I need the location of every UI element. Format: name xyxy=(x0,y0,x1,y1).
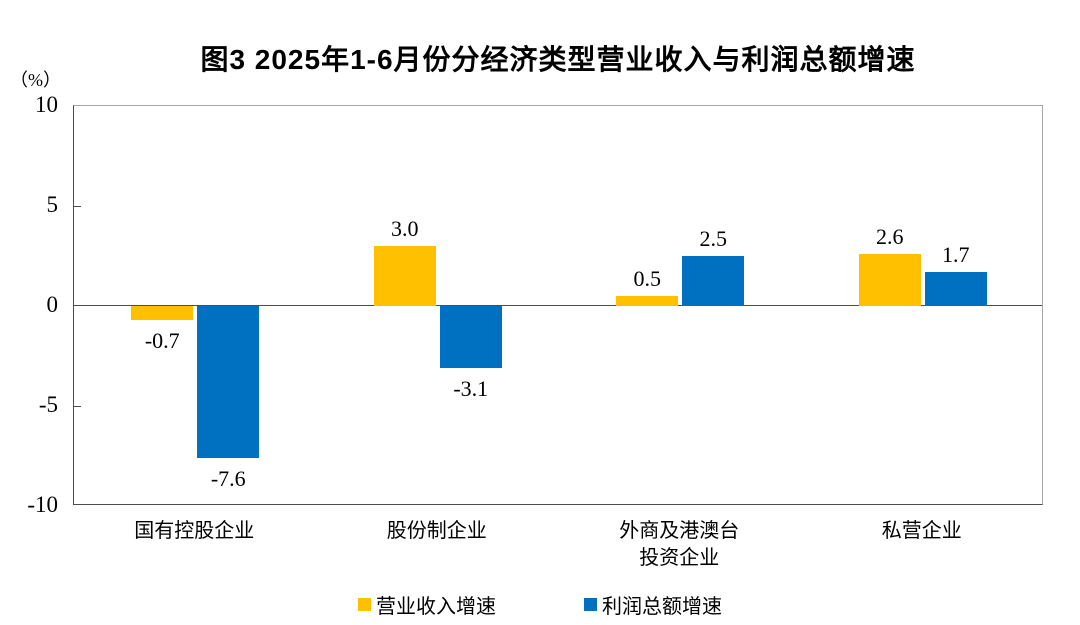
legend-swatch-icon xyxy=(358,598,371,611)
data-label: 3.0 xyxy=(391,216,419,241)
y-axis-tick-mark xyxy=(74,206,81,207)
legend-swatch-icon xyxy=(584,598,597,611)
data-label: 1.7 xyxy=(942,242,970,267)
data-label: 0.5 xyxy=(633,266,662,291)
legend-label: 营业收入增速 xyxy=(376,596,496,618)
data-label: 2.5 xyxy=(699,226,728,251)
y-axis-tick-label: -10 xyxy=(27,492,58,517)
y-axis-tick-label: 10 xyxy=(35,92,58,117)
y-axis-tick-label: -5 xyxy=(38,392,58,417)
data-label: -7.6 xyxy=(210,466,246,491)
y-axis-tick-label: 0 xyxy=(46,292,59,317)
bar-利润总额增速-外商及港澳台 xyxy=(682,256,745,306)
y-axis-tick-label: 5 xyxy=(46,192,59,217)
legend-label: 利润总额增速 xyxy=(602,596,722,618)
bar-营业收入增速-股份制企业 xyxy=(373,246,436,306)
bar-利润总额增速-股份制企业 xyxy=(439,306,502,368)
bar-营业收入增速-外商及港澳台 xyxy=(616,296,679,306)
chart-legend: 营业收入增速 利润总额增速 xyxy=(0,590,1080,619)
bar-营业收入增速-私营企业 xyxy=(858,254,921,306)
x-axis-category-label: 外商及港澳台 投资企业 xyxy=(619,520,740,569)
chart-title: 图3 2025年1-6月份分经济类型营业收入与利润总额增速 xyxy=(200,44,916,75)
data-label: 2.6 xyxy=(876,224,904,249)
plot-area: -0.7 3.0 0.5 2.6 -7.6 -3.1 2.5 1.7 xyxy=(73,105,1043,505)
data-label: -0.7 xyxy=(144,328,180,353)
y-axis-unit-label: （%） xyxy=(10,70,61,90)
legend-item: 营业收入增速 xyxy=(358,590,496,619)
data-label: -3.1 xyxy=(453,376,489,401)
bar-利润总额增速-国有控股企业 xyxy=(197,306,260,458)
x-axis-category-label: 股份制企业 xyxy=(386,520,487,542)
bar-利润总额增速-私营企业 xyxy=(924,272,987,306)
legend-item: 利润总额增速 xyxy=(584,590,722,619)
bar-营业收入增速-国有控股企业 xyxy=(131,306,194,320)
zero-baseline xyxy=(74,305,1042,306)
x-axis-category-label: 私营企业 xyxy=(881,520,962,542)
y-axis-tick-mark xyxy=(74,406,81,407)
x-axis-category-label: 国有控股企业 xyxy=(134,520,255,542)
